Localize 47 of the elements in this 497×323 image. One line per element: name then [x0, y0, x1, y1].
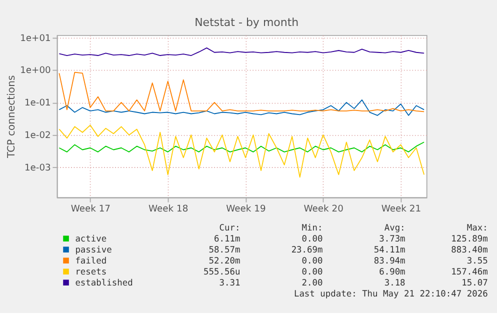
text: 58.57m [208, 245, 240, 256]
legend-label: resets [75, 267, 107, 278]
text: 3.18 [384, 278, 406, 288]
text: 0.00 [302, 256, 323, 266]
line-series [58, 72, 425, 112]
text: Max: [466, 223, 488, 234]
text: 125.89m [451, 234, 488, 244]
text: 3.73m [379, 234, 406, 244]
text: 0.00 [302, 234, 323, 244]
text: 83.94m [374, 256, 406, 266]
line-series [58, 99, 425, 116]
legend-label: established [75, 278, 133, 288]
text: Avg: [384, 223, 406, 234]
text: 23.69m [291, 245, 323, 256]
y-tick-label: 1e-02 [24, 130, 51, 142]
text: Cur: [219, 223, 240, 234]
text: 2.00 [302, 278, 323, 288]
x-tick-label: Week 18 [148, 204, 188, 215]
y-axis-title: TCP connections [6, 75, 18, 159]
y-tick-label: 1e+00 [20, 65, 52, 76]
chart-title: Netstat - by month [194, 16, 299, 30]
text: 883.40m [451, 245, 488, 256]
line-series [58, 47, 425, 56]
y-tick-label: 1e-03 [24, 162, 52, 174]
text: 0.00 [302, 267, 323, 278]
x-tick-label: Week 20 [304, 204, 344, 215]
line-series [58, 124, 425, 178]
text: 3.55 [466, 256, 488, 266]
text: 6.90m [379, 267, 406, 278]
legend-label: active [75, 234, 107, 244]
text: 3.31 [219, 278, 240, 288]
text: Min: [302, 223, 323, 234]
text: Last update: Thu May 21 22:10:47 2026 [294, 289, 488, 300]
text: 15.07 [462, 278, 488, 288]
x-tick-label: Week 17 [70, 204, 111, 215]
y-tick-label: 1e+01 [20, 32, 51, 44]
x-tick-label: Week 21 [381, 204, 422, 215]
line-series [58, 142, 425, 152]
text: 157.46m [451, 267, 488, 278]
legend-label: failed [75, 256, 107, 266]
text: 52.20m [208, 256, 240, 266]
text: 54.11m [374, 245, 406, 256]
legend-label: passive [75, 245, 112, 256]
text: 6.11m [214, 234, 240, 244]
y-tick-label: 1e-01 [24, 98, 51, 109]
text: 555.56u [204, 267, 240, 278]
x-tick-label: Week 19 [226, 204, 266, 215]
